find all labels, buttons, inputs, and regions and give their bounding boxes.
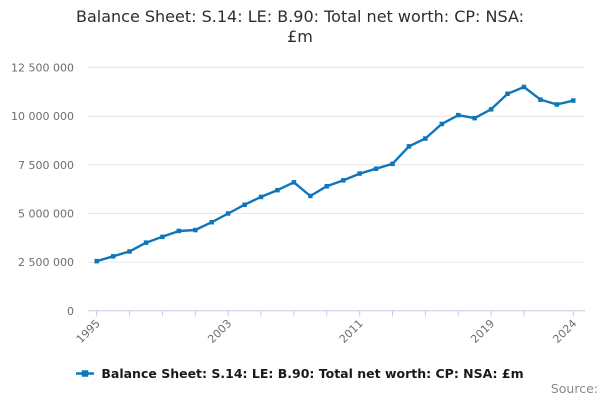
x-axis-tick-label: 2019	[468, 317, 497, 346]
data-point-marker[interactable]	[439, 121, 445, 127]
data-point-marker[interactable]	[176, 228, 182, 234]
data-point-marker[interactable]	[488, 107, 494, 112]
data-point-marker[interactable]	[554, 102, 560, 107]
y-axis-tick-label: 12 500 000	[11, 62, 74, 75]
y-axis-tick-label: 0	[67, 305, 74, 318]
data-point-marker[interactable]	[406, 144, 412, 149]
data-point-marker[interactable]	[94, 258, 100, 264]
series-line	[95, 85, 575, 263]
chart-legend: Balance Sheet: S.14: LE: B.90: Total net…	[0, 366, 600, 381]
x-axis-tick-label: 1995	[74, 317, 103, 346]
data-point-marker[interactable]	[143, 240, 149, 245]
chart-title-line1: Balance Sheet: S.14: LE: B.90: Total net…	[75, 7, 525, 26]
y-axis-tick-label: 10 000 000	[11, 110, 74, 123]
source-label: Source:	[550, 381, 598, 396]
data-point-marker[interactable]	[341, 178, 346, 183]
data-point-marker[interactable]	[308, 193, 313, 199]
legend-series-label: Balance Sheet: S.14: LE: B.90: Total net…	[101, 366, 524, 381]
y-axis-tick-label: 2 500 000	[18, 256, 74, 269]
data-point-marker[interactable]	[291, 180, 297, 185]
x-axis-tick-label: 2011	[337, 317, 366, 346]
y-axis-tick-label: 5 000 000	[18, 208, 74, 221]
data-point-marker[interactable]	[160, 234, 165, 240]
data-point-marker[interactable]	[505, 91, 510, 97]
data-point-marker[interactable]	[110, 254, 116, 259]
legend-series-marker-icon	[76, 370, 95, 377]
data-point-marker[interactable]	[193, 227, 198, 233]
chart-title-line2: £m	[287, 26, 313, 46]
data-point-marker[interactable]	[456, 112, 461, 118]
data-point-marker[interactable]	[390, 161, 395, 167]
data-point-marker[interactable]	[127, 249, 132, 254]
data-point-marker[interactable]	[571, 98, 576, 103]
data-point-marker[interactable]	[225, 211, 231, 216]
data-point-marker[interactable]	[472, 115, 477, 121]
data-point-marker[interactable]	[538, 97, 543, 102]
x-axis-tick-label: 2003	[205, 317, 234, 346]
data-point-marker[interactable]	[373, 166, 379, 172]
data-point-marker[interactable]	[242, 202, 247, 208]
legend-item[interactable]: Balance Sheet: S.14: LE: B.90: Total net…	[76, 366, 524, 381]
data-point-marker[interactable]	[258, 194, 264, 200]
data-point-marker[interactable]	[357, 171, 362, 176]
data-point-marker[interactable]	[275, 187, 280, 193]
data-point-marker[interactable]	[324, 184, 330, 189]
y-axis-tick-label: 7 500 000	[18, 159, 74, 172]
data-point-marker[interactable]	[209, 220, 215, 225]
data-point-marker[interactable]	[423, 136, 428, 141]
line-chart: 0 2 500 000 5 000 000 7 500 000 10 000 000 12…	[11, 62, 585, 346]
x-axis-tick-label: 2024	[550, 317, 579, 346]
chart-title: Balance Sheet: S.14: LE: B.90: Total net…	[0, 7, 600, 46]
data-point-marker[interactable]	[521, 84, 527, 90]
